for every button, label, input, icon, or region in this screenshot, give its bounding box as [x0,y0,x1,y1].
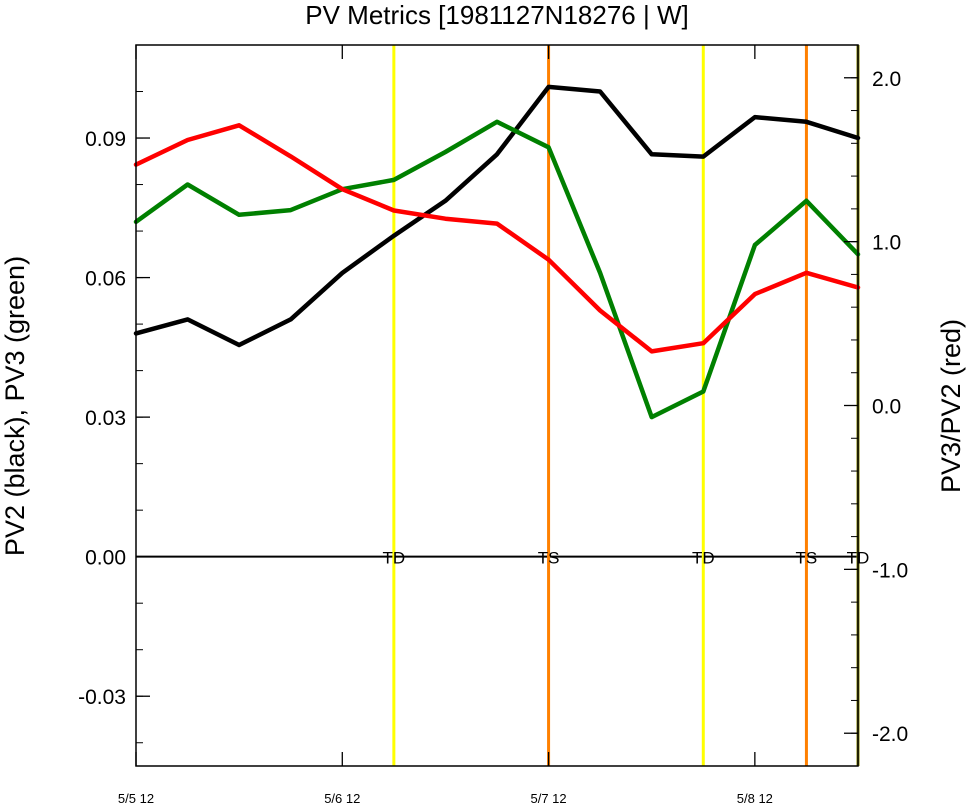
stage-marker-label: TD [692,549,715,568]
stage-marker-label: TD [383,549,406,568]
y-tick-label-left: -0.03 [78,686,126,709]
data-series [133,84,861,420]
x-tick-label: 5/7 12 [530,791,566,805]
series-line [133,84,861,348]
x-tick-label: 5/6 12 [324,791,360,805]
y-tick-label-left: 0.09 [85,128,126,151]
x-tick-label: 5/8 12 [737,791,773,805]
y-tick-label-right: 0.0 [872,396,901,419]
y-axis-left-label: PV2 (black), PV3 (green) [0,256,30,556]
tick-labels: 0.09 0.06 0.03 0.00 -0.03 2.0 1.0 0.0 -1.0 -2.0 5/… [78,68,908,805]
axes [135,44,859,767]
y-tick-label-left: 0.03 [85,407,126,430]
stage-marker-label: TS [538,549,560,568]
series-line [133,123,861,354]
y-tick-label-right: 1.0 [872,232,901,255]
y-tick-label-right: -2.0 [872,723,908,746]
x-tick-label: 5/5 12 [118,791,154,805]
y-tick-label-left: 0.00 [85,547,126,570]
y-axis-right-label: PV3/PV2 (red) [936,319,966,493]
y-tick-label-right: -1.0 [872,559,908,582]
series-line [133,119,861,420]
stage-marker-label: TS [796,549,818,568]
y-tick-label-left: 0.06 [85,268,126,291]
y-tick-label-right: 2.0 [872,68,901,91]
chart-title: PV Metrics [1981127N18276 | W] [305,0,688,30]
stage-markers: TD TS TD TS TD [383,45,869,766]
